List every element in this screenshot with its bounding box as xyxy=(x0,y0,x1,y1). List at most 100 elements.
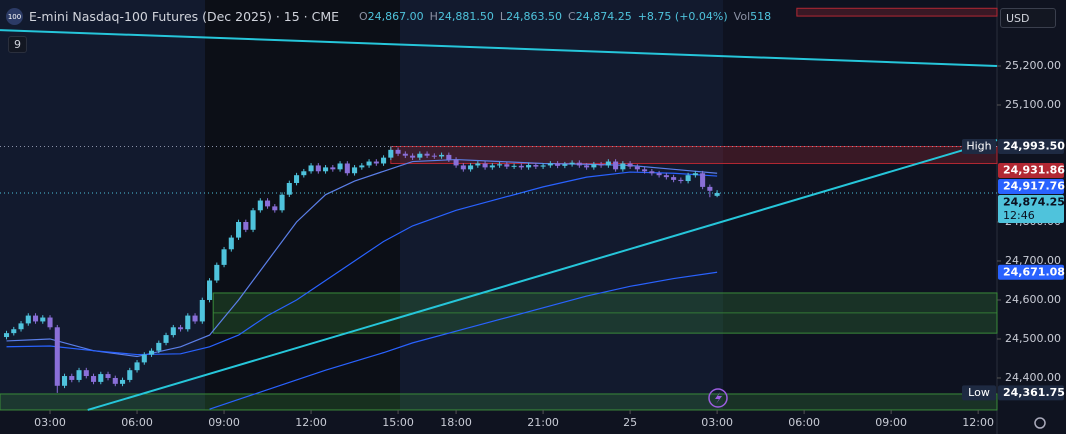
candle-body xyxy=(134,362,140,371)
y-tick-label: 25,100.00 xyxy=(1005,98,1061,111)
trendline xyxy=(87,139,998,411)
candle-body xyxy=(373,161,379,164)
moving-average xyxy=(209,271,718,410)
countdown: 12:46 xyxy=(1003,209,1035,222)
candle-body xyxy=(381,157,387,164)
price-tag-bg xyxy=(962,385,996,401)
candle-body xyxy=(518,165,524,168)
candle-body xyxy=(591,164,597,168)
candle-body xyxy=(453,159,459,166)
candle-body xyxy=(431,155,437,157)
candle-body xyxy=(584,165,590,168)
x-tick-label: 09:00 xyxy=(875,416,907,429)
symbol-title[interactable]: E-mini Nasdaq-100 Futures (Dec 2025) · 1… xyxy=(29,9,339,24)
price-label: 24,993.50 xyxy=(1003,140,1065,153)
candle-body xyxy=(286,182,292,195)
price-label: 24,361.75 xyxy=(1003,386,1065,399)
trendline xyxy=(0,29,998,67)
candle-body xyxy=(3,333,10,338)
candle-body xyxy=(301,171,307,176)
candle-body xyxy=(149,350,155,355)
candle-body xyxy=(562,164,568,166)
volume-label: Vol xyxy=(733,10,751,23)
price-tag: High xyxy=(966,140,991,153)
candle-body xyxy=(127,370,133,380)
candle-body xyxy=(11,329,17,334)
candle-body xyxy=(83,370,89,377)
candle-body xyxy=(714,193,720,196)
candle-body xyxy=(40,317,46,322)
ohlc: O24,867.00 H24,881.50 L24,863.50 C24,874.25… xyxy=(359,10,771,23)
candle-body xyxy=(685,175,691,182)
candle-body xyxy=(671,177,677,180)
ohlc-item: C24,874.25 xyxy=(568,10,632,23)
candle-body xyxy=(236,221,242,238)
candle-body xyxy=(634,166,640,170)
candle-body xyxy=(598,164,604,166)
candle-body xyxy=(410,155,416,158)
candle-body xyxy=(315,165,321,172)
candle-body xyxy=(678,179,684,182)
y-tick-label: 24,500.00 xyxy=(1005,332,1061,345)
candle-body xyxy=(98,374,104,382)
candle-body xyxy=(69,376,75,380)
indicator-toggle[interactable]: 9 xyxy=(8,36,27,53)
candle-body xyxy=(54,327,60,386)
candle-body xyxy=(482,163,488,168)
price-label: 24,931.86 xyxy=(1003,164,1065,177)
candle-body xyxy=(439,154,445,157)
price-label-bg xyxy=(998,195,1064,224)
candle-body xyxy=(243,221,249,230)
zone xyxy=(0,393,998,411)
candle-body xyxy=(112,377,118,384)
price-label: 24,917.76 xyxy=(1003,180,1065,193)
price-label-bg xyxy=(998,264,1064,280)
currency-select[interactable]: USD xyxy=(1000,8,1056,28)
y-tick-label: 24,600.00 xyxy=(1005,293,1061,306)
candle-body xyxy=(460,165,466,170)
candle-body xyxy=(192,315,198,322)
y-tick-label: 24,700.00 xyxy=(1005,254,1061,267)
candle-body xyxy=(627,163,633,167)
candle-body xyxy=(663,175,669,178)
x-tick-label: 12:00 xyxy=(295,416,327,429)
candle-body xyxy=(323,167,329,172)
candle-body xyxy=(359,165,365,168)
volume-value: 518 xyxy=(750,10,772,23)
candle-body xyxy=(605,161,611,166)
change: +8.75 (+0.04%) xyxy=(637,10,728,23)
candle-body xyxy=(156,342,162,351)
ohlc-item: L24,863.50 xyxy=(500,10,562,23)
candle-body xyxy=(178,327,184,330)
session-shade xyxy=(205,0,400,410)
ohlc-item: O24,867.00 xyxy=(359,10,424,23)
settings-icon[interactable] xyxy=(1034,417,1046,429)
candle-body xyxy=(489,165,495,168)
currency: USD xyxy=(1006,11,1030,25)
ohlc-label: H xyxy=(429,10,438,23)
x-tick-label: 21:00 xyxy=(527,416,559,429)
symbol-badge: 100 xyxy=(6,8,23,25)
y-tick-label: 25,200.00 xyxy=(1005,59,1061,72)
x-tick-label: 18:00 xyxy=(440,416,472,429)
candle-body xyxy=(272,206,278,211)
price-label-bg xyxy=(998,385,1064,401)
price-label: 24,671.08 xyxy=(1003,265,1065,278)
candle-body xyxy=(25,315,31,324)
x-tick-label: 25 xyxy=(623,416,637,429)
candle-body xyxy=(141,354,147,363)
price-label-bg xyxy=(998,139,1064,155)
event-icon[interactable] xyxy=(708,388,728,408)
price-label-bg xyxy=(998,179,1064,195)
candle-body xyxy=(468,165,474,170)
ohlc-value: 24,863.50 xyxy=(506,10,563,23)
ohlc-value: 24,867.00 xyxy=(367,10,424,23)
candle-body xyxy=(308,165,314,172)
candle-body xyxy=(337,163,343,170)
candle-body xyxy=(294,175,300,183)
candle-body xyxy=(105,374,111,378)
candle-body xyxy=(330,167,336,170)
ohlc-item: H24,881.50 xyxy=(430,10,494,23)
price-tag: Low xyxy=(968,386,990,399)
